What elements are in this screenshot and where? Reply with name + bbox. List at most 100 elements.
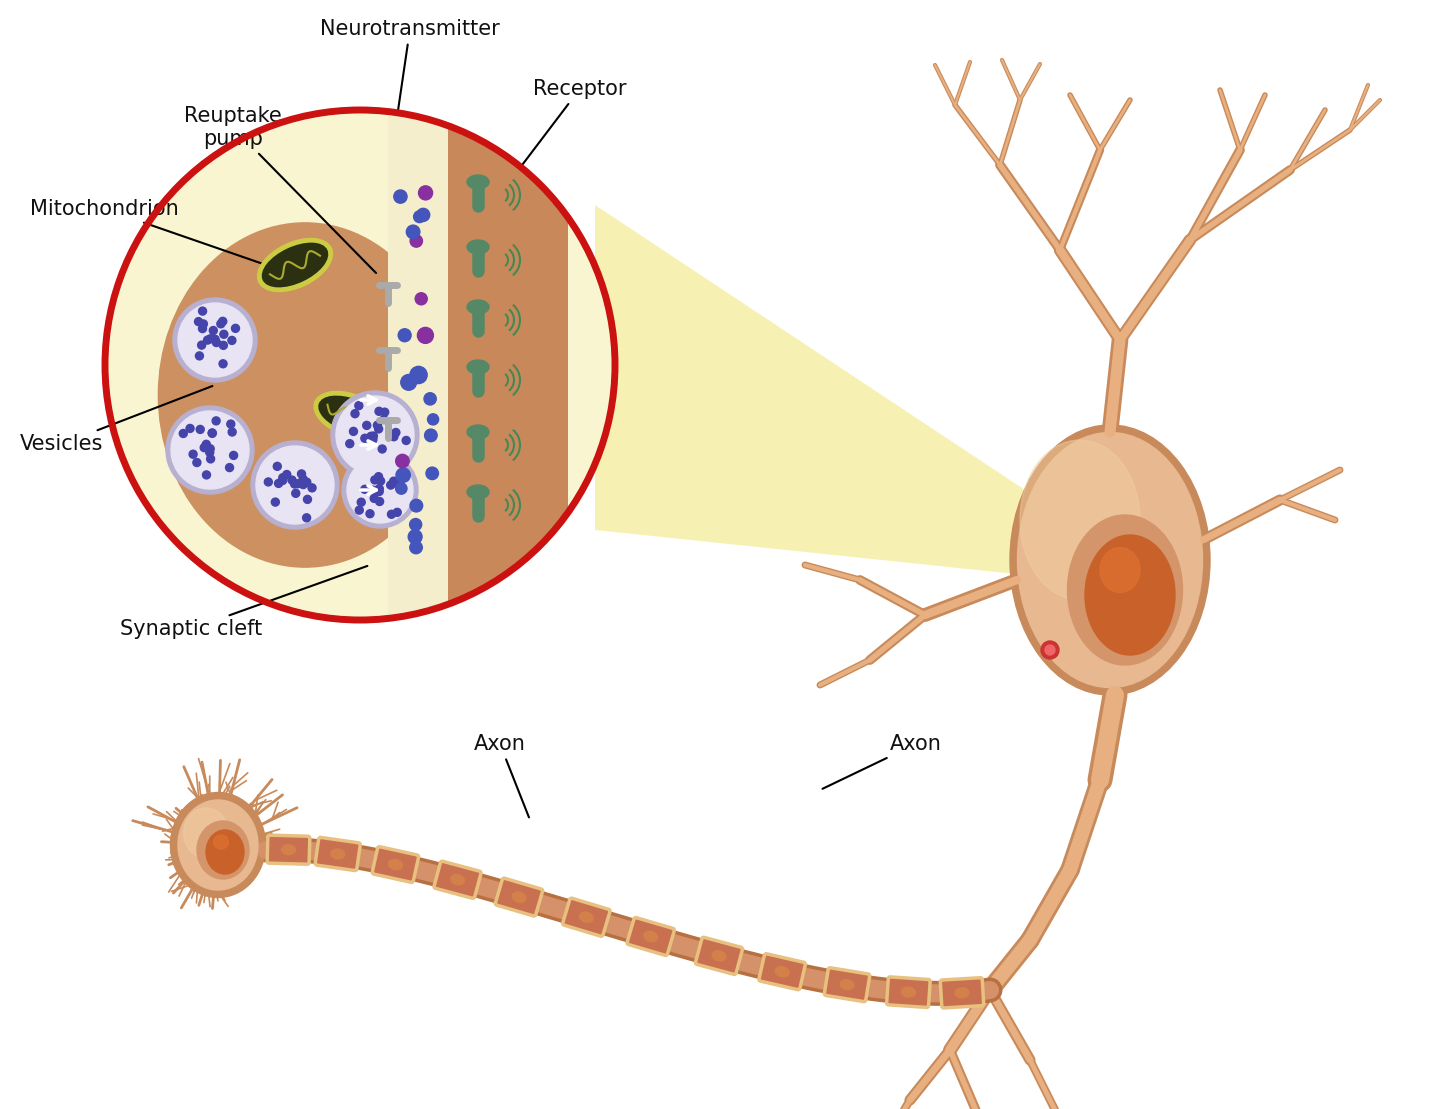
Circle shape <box>361 435 369 442</box>
Circle shape <box>219 359 228 368</box>
Text: Receptor: Receptor <box>490 79 626 207</box>
Circle shape <box>366 510 374 518</box>
FancyBboxPatch shape <box>315 837 360 871</box>
Ellipse shape <box>206 830 243 874</box>
FancyBboxPatch shape <box>387 115 448 615</box>
Circle shape <box>186 425 194 433</box>
Circle shape <box>194 317 203 326</box>
Circle shape <box>393 508 402 517</box>
Text: Axon: Axon <box>822 734 942 788</box>
Ellipse shape <box>467 360 490 374</box>
Circle shape <box>393 190 408 203</box>
Circle shape <box>361 486 369 494</box>
Ellipse shape <box>1100 548 1140 592</box>
Circle shape <box>374 472 383 480</box>
Circle shape <box>367 433 374 440</box>
Circle shape <box>370 486 377 495</box>
Circle shape <box>179 303 252 377</box>
Circle shape <box>304 496 311 503</box>
Text: Vesicles: Vesicles <box>20 386 213 454</box>
Circle shape <box>203 336 212 344</box>
Circle shape <box>275 479 282 487</box>
Circle shape <box>392 428 400 437</box>
Circle shape <box>206 445 215 452</box>
Ellipse shape <box>467 301 490 314</box>
Ellipse shape <box>331 848 344 859</box>
Circle shape <box>166 406 253 494</box>
Circle shape <box>370 433 377 440</box>
Circle shape <box>232 324 239 333</box>
Circle shape <box>213 338 220 346</box>
Ellipse shape <box>183 808 229 858</box>
Circle shape <box>354 401 363 409</box>
Text: Neurotransmitter: Neurotransmitter <box>320 19 500 162</box>
Circle shape <box>300 476 307 484</box>
Ellipse shape <box>314 391 386 438</box>
FancyBboxPatch shape <box>563 898 611 936</box>
Circle shape <box>199 325 206 333</box>
Circle shape <box>200 444 209 451</box>
Circle shape <box>292 489 300 497</box>
Circle shape <box>387 481 395 489</box>
Circle shape <box>212 417 220 425</box>
Circle shape <box>380 416 387 424</box>
Circle shape <box>228 428 236 436</box>
Circle shape <box>219 342 228 349</box>
Ellipse shape <box>775 967 789 977</box>
Circle shape <box>376 488 383 496</box>
Circle shape <box>395 478 403 486</box>
Circle shape <box>376 485 383 492</box>
Circle shape <box>294 480 302 488</box>
Circle shape <box>282 470 291 478</box>
Circle shape <box>206 455 215 462</box>
Circle shape <box>302 513 311 522</box>
Circle shape <box>418 327 433 344</box>
Circle shape <box>199 319 207 328</box>
Circle shape <box>302 478 311 486</box>
Circle shape <box>363 421 370 429</box>
Circle shape <box>209 429 216 437</box>
Ellipse shape <box>467 175 490 189</box>
Circle shape <box>396 482 408 495</box>
Ellipse shape <box>713 950 726 962</box>
Text: Mitochondrion: Mitochondrion <box>30 199 292 274</box>
FancyBboxPatch shape <box>448 115 567 615</box>
Circle shape <box>426 467 438 479</box>
Circle shape <box>374 407 383 416</box>
Ellipse shape <box>1018 433 1202 688</box>
Circle shape <box>251 441 338 529</box>
Circle shape <box>346 439 354 448</box>
Circle shape <box>350 427 357 436</box>
Circle shape <box>419 186 432 200</box>
Circle shape <box>274 462 281 470</box>
Circle shape <box>399 328 412 342</box>
Circle shape <box>193 458 200 467</box>
Circle shape <box>410 235 422 247</box>
Circle shape <box>1045 645 1056 655</box>
Circle shape <box>351 409 359 418</box>
Circle shape <box>406 225 420 238</box>
Circle shape <box>278 477 287 485</box>
Ellipse shape <box>158 223 452 567</box>
Circle shape <box>206 448 213 456</box>
FancyBboxPatch shape <box>268 835 310 864</box>
Circle shape <box>256 446 334 523</box>
Circle shape <box>379 445 386 452</box>
Circle shape <box>409 519 422 530</box>
Ellipse shape <box>467 425 490 439</box>
Circle shape <box>196 426 204 434</box>
FancyBboxPatch shape <box>887 977 930 1007</box>
Circle shape <box>410 541 422 553</box>
Circle shape <box>212 335 219 344</box>
Circle shape <box>226 464 233 471</box>
Circle shape <box>199 307 206 315</box>
Ellipse shape <box>840 979 854 989</box>
Circle shape <box>376 498 383 506</box>
Circle shape <box>171 411 249 489</box>
Circle shape <box>220 330 228 338</box>
Ellipse shape <box>179 800 258 891</box>
Circle shape <box>206 335 215 343</box>
Circle shape <box>219 317 226 325</box>
Ellipse shape <box>451 875 465 885</box>
Circle shape <box>279 474 287 481</box>
